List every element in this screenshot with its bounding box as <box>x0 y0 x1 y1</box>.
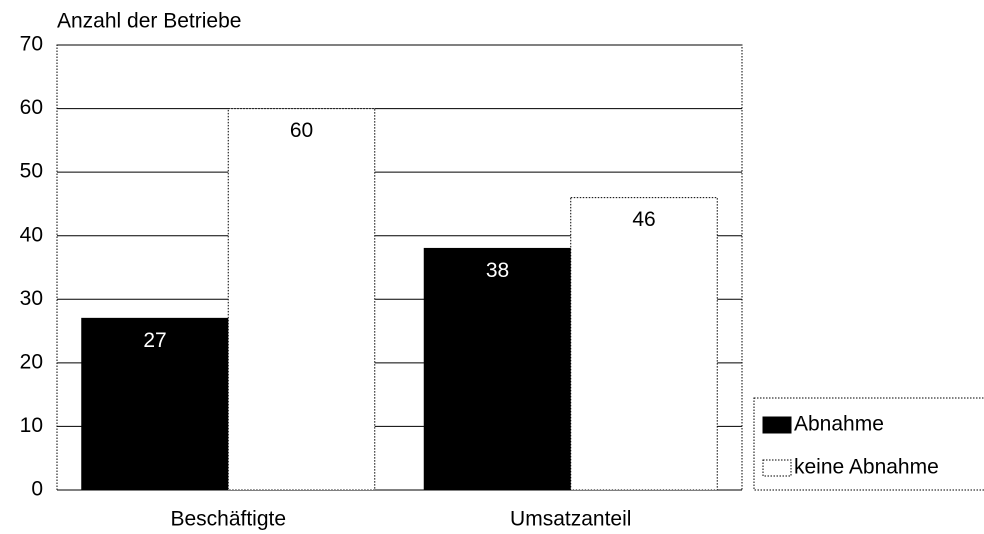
legend-swatch <box>762 459 792 477</box>
y-tick-label: 30 <box>20 287 43 310</box>
legend-swatch <box>762 416 792 434</box>
data-label: 27 <box>143 329 166 352</box>
y-tick-label: 40 <box>20 223 43 246</box>
y-tick-label: 20 <box>20 350 43 373</box>
y-tick-label: 0 <box>31 478 43 501</box>
bar <box>227 108 376 491</box>
legend-box <box>753 397 984 491</box>
data-label: 38 <box>486 259 509 282</box>
legend-label: Abnahme <box>794 413 884 436</box>
bar <box>423 247 572 491</box>
y-tick-label: 60 <box>20 96 43 119</box>
plot-frame <box>56 44 743 491</box>
y-tick-label: 50 <box>20 160 43 183</box>
x-tick-label: Beschäftigte <box>170 508 286 531</box>
legend-label: keine Abnahme <box>794 456 939 479</box>
y-axis-label: Anzahl der Betriebe <box>57 10 241 33</box>
x-tick-label: Umsatzanteil <box>510 508 631 531</box>
y-tick-label: 70 <box>20 33 43 56</box>
data-label: 46 <box>632 208 655 231</box>
data-label: 60 <box>290 119 313 142</box>
y-tick-label: 10 <box>20 414 43 437</box>
bar <box>570 197 718 491</box>
